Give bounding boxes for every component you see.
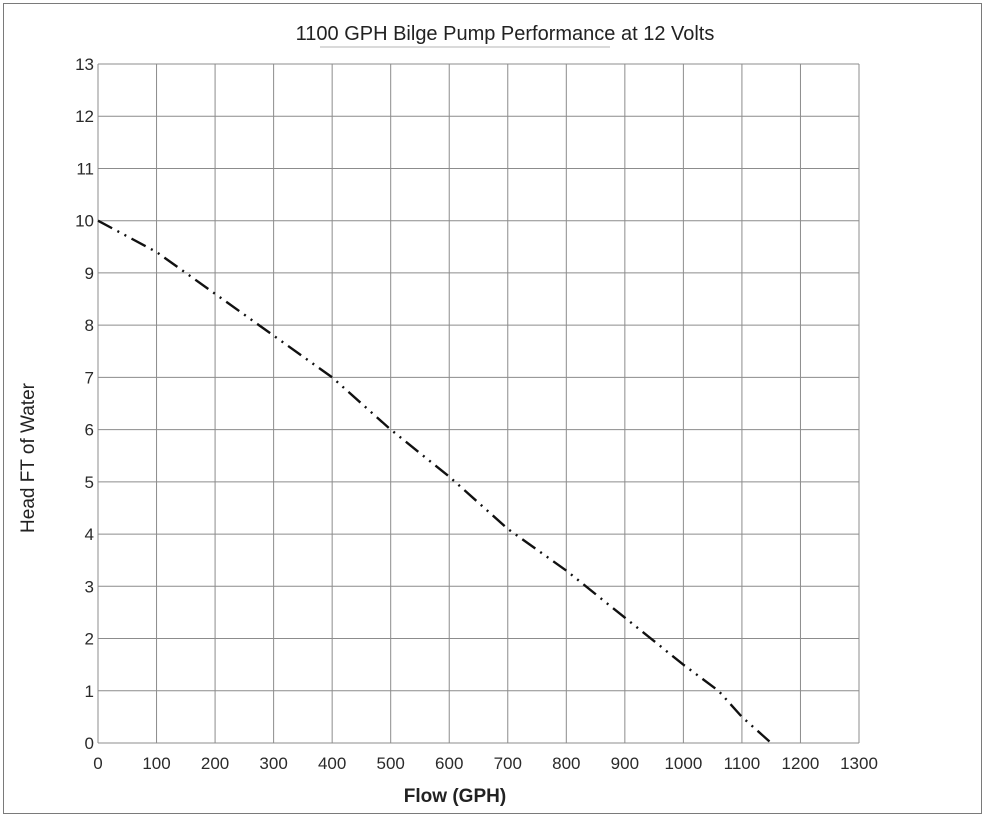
y-tick-label: 9 — [85, 264, 94, 283]
y-tick-label: 8 — [85, 316, 94, 335]
chart-frame — [3, 3, 982, 814]
x-tick-label: 700 — [494, 754, 522, 773]
x-tick-label: 600 — [435, 754, 463, 773]
chart-title: 1100 GPH Bilge Pump Performance at 12 Vo… — [296, 23, 715, 45]
y-tick-label: 7 — [85, 368, 94, 387]
y-tick-label: 11 — [76, 159, 94, 178]
y-tick-label: 13 — [75, 55, 94, 74]
tick-labels: 0 100 200 300 400 500 600 700 800 900 1000 1100 1200… — [75, 55, 878, 773]
y-tick-label: 6 — [85, 421, 94, 440]
x-tick-label: 0 — [93, 754, 102, 773]
x-tick-label: 900 — [611, 754, 639, 773]
y-tick-label: 5 — [85, 473, 94, 492]
y-tick-label: 1 — [85, 682, 94, 701]
x-tick-label: 1000 — [664, 754, 702, 773]
x-tick-label: 1300 — [840, 754, 878, 773]
y-tick-label: 3 — [85, 577, 94, 596]
y-tick-label: 4 — [85, 525, 94, 544]
y-axis-label: Head FT of Water — [18, 382, 39, 533]
y-tick-label: 0 — [85, 734, 94, 753]
x-tick-label: 1200 — [782, 754, 820, 773]
grid-lines — [97, 63, 860, 744]
x-tick-label: 500 — [377, 754, 405, 773]
x-tick-label: 1100 — [724, 754, 761, 773]
y-tick-label: 12 — [75, 107, 94, 126]
x-tick-label: 800 — [552, 754, 580, 773]
x-tick-label: 100 — [142, 754, 170, 773]
series-line — [97, 219, 772, 744]
y-tick-label: 2 — [85, 630, 94, 649]
x-axis-label: Flow (GPH) — [404, 786, 506, 807]
x-tick-label: 400 — [318, 754, 346, 773]
x-tick-label: 200 — [201, 754, 229, 773]
x-tick-label: 300 — [259, 754, 287, 773]
y-tick-label: 10 — [75, 212, 94, 231]
